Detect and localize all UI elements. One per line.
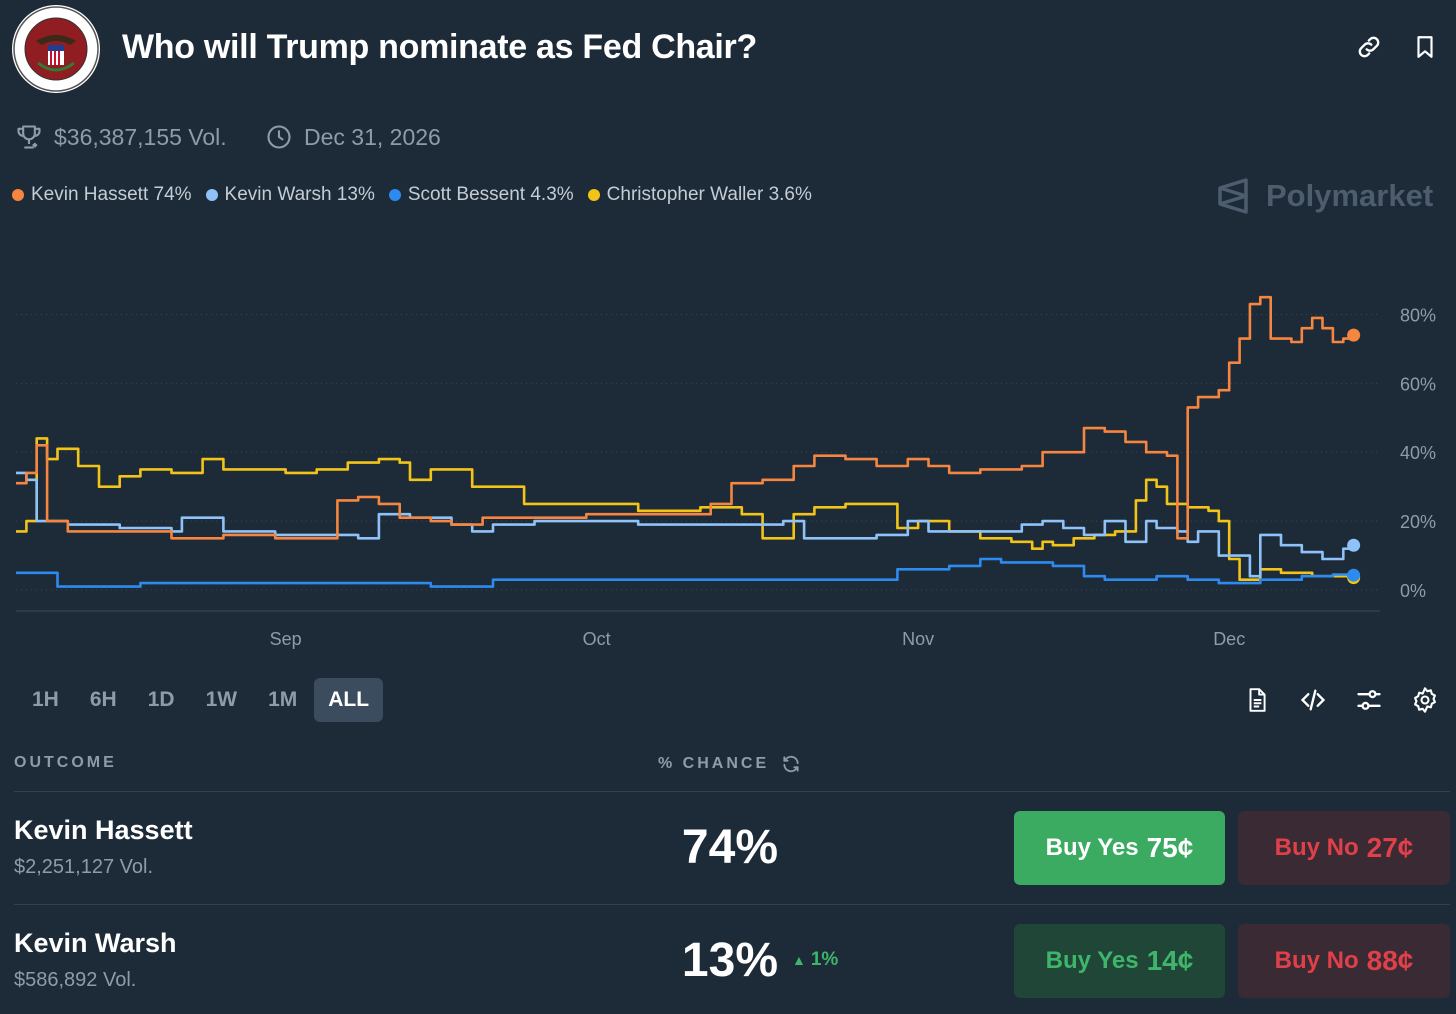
y-tick-label: 0% <box>1400 581 1426 601</box>
buy-yes-button[interactable]: Buy Yes 75¢ <box>1014 811 1225 885</box>
outcome-name[interactable]: Kevin Warsh <box>14 928 177 958</box>
outcome-volume: $586,892 Vol. <box>14 969 137 991</box>
series-end-dot <box>1347 538 1361 552</box>
buy-yes-price: 14¢ <box>1146 945 1194 976</box>
outcome-chance: 13% <box>681 934 778 987</box>
document-icon[interactable] <box>1240 683 1274 717</box>
polymarket-watermark: Polymarket <box>1214 176 1433 216</box>
series-line-kevin-warsh[interactable] <box>16 471 1355 578</box>
end-date-info: Dec 31, 2026 <box>264 120 441 154</box>
x-tick-label: Sep <box>270 629 302 649</box>
buy-no-button[interactable]: Buy No 27¢ <box>1238 811 1450 885</box>
legend-item-bessent: Scott Bessent 4.3% <box>388 184 574 206</box>
market-logo <box>12 5 100 93</box>
y-tick-label: 40% <box>1400 443 1436 463</box>
series-line-scott-bessent[interactable] <box>16 557 1355 588</box>
time-range-selector: 1H 6H 1D 1W 1M ALL <box>18 678 386 722</box>
up-triangle-icon: ▲ <box>792 952 806 968</box>
buy-no-label: Buy No <box>1274 947 1359 974</box>
y-tick-label: 80% <box>1400 305 1436 325</box>
series-end-dot <box>1347 328 1361 342</box>
x-tick-label: Oct <box>583 629 611 649</box>
series-line-christopher-waller[interactable] <box>16 437 1355 581</box>
buy-yes-button[interactable]: Buy Yes 14¢ <box>1014 924 1225 998</box>
series-line-kevin-hassett[interactable] <box>16 295 1355 540</box>
range-1d-button[interactable]: 1D <box>147 688 175 711</box>
legend-label: Scott Bessent 4.3% <box>407 184 574 205</box>
range-1w-button[interactable]: 1W <box>205 688 238 711</box>
link-icon[interactable] <box>1352 30 1386 64</box>
y-tick-label: 20% <box>1400 512 1436 532</box>
legend-dot <box>12 189 24 201</box>
range-1m-button[interactable]: 1M <box>268 688 298 711</box>
embed-code-icon[interactable] <box>1296 683 1330 717</box>
buy-no-label: Buy No <box>1274 834 1359 861</box>
buy-no-price: 88¢ <box>1366 945 1414 976</box>
legend-label: Christopher Waller 3.6% <box>606 184 812 205</box>
buy-yes-label: Buy Yes <box>1045 947 1139 974</box>
total-volume: $36,387,155 Vol. <box>54 123 227 150</box>
filter-sliders-icon[interactable] <box>1352 683 1386 717</box>
settings-gear-icon[interactable] <box>1408 683 1442 717</box>
chance-header-label: % CHANCE <box>658 755 770 772</box>
trophy-icon <box>14 122 44 152</box>
legend-item-waller: Christopher Waller 3.6% <box>587 184 812 206</box>
buy-yes-label: Buy Yes <box>1045 834 1139 861</box>
range-6h-button[interactable]: 6H <box>89 688 117 711</box>
x-tick-label: Nov <box>902 629 934 649</box>
bookmark-icon[interactable] <box>1408 30 1442 64</box>
divider <box>14 791 1450 792</box>
x-tick-label: Dec <box>1213 629 1245 649</box>
polymarket-logo-icon <box>1214 176 1254 216</box>
legend-dot <box>388 189 401 201</box>
price-chart[interactable]: 80% 60% 40% 20% 0% Sep Oct Nov Dec <box>0 230 1456 660</box>
buy-no-price: 27¢ <box>1366 832 1414 863</box>
outcome-name[interactable]: Kevin Hassett <box>14 815 193 845</box>
outcome-volume: $2,251,127 Vol. <box>14 856 154 878</box>
clock-icon <box>264 122 294 152</box>
chance-change-value: 1% <box>810 949 839 970</box>
legend-label: Kevin Hassett 74% <box>31 184 192 205</box>
divider <box>14 904 1450 905</box>
legend-dot <box>587 189 600 201</box>
legend-dot <box>205 189 218 201</box>
buy-yes-price: 75¢ <box>1146 832 1194 863</box>
volume-info: $36,387,155 Vol. <box>14 120 227 154</box>
range-1h-button[interactable]: 1H <box>32 688 59 711</box>
buy-no-button[interactable]: Buy No 88¢ <box>1238 924 1450 998</box>
legend-item-hassett: Kevin Hassett 74% <box>12 184 192 206</box>
legend-label: Kevin Warsh 13% <box>224 184 375 205</box>
refresh-icon[interactable] <box>781 754 801 774</box>
series-end-dot <box>1347 568 1361 582</box>
brand-name: Polymarket <box>1266 178 1434 213</box>
range-all-button[interactable]: ALL <box>314 678 384 722</box>
outcome-chance: 74% <box>681 821 778 874</box>
page-title: Who will Trump nominate as Fed Chair? <box>122 28 757 66</box>
end-date: Dec 31, 2026 <box>304 123 441 150</box>
y-tick-label: 60% <box>1400 374 1436 394</box>
chance-change: ▲ 1% <box>792 949 838 971</box>
outcome-column-header: OUTCOME <box>14 754 117 771</box>
legend-item-warsh: Kevin Warsh 13% <box>205 184 375 206</box>
chance-column-header: % CHANCE <box>658 754 801 774</box>
chart-legend: Kevin Hassett 74% Kevin Warsh 13% Scott … <box>12 184 826 206</box>
